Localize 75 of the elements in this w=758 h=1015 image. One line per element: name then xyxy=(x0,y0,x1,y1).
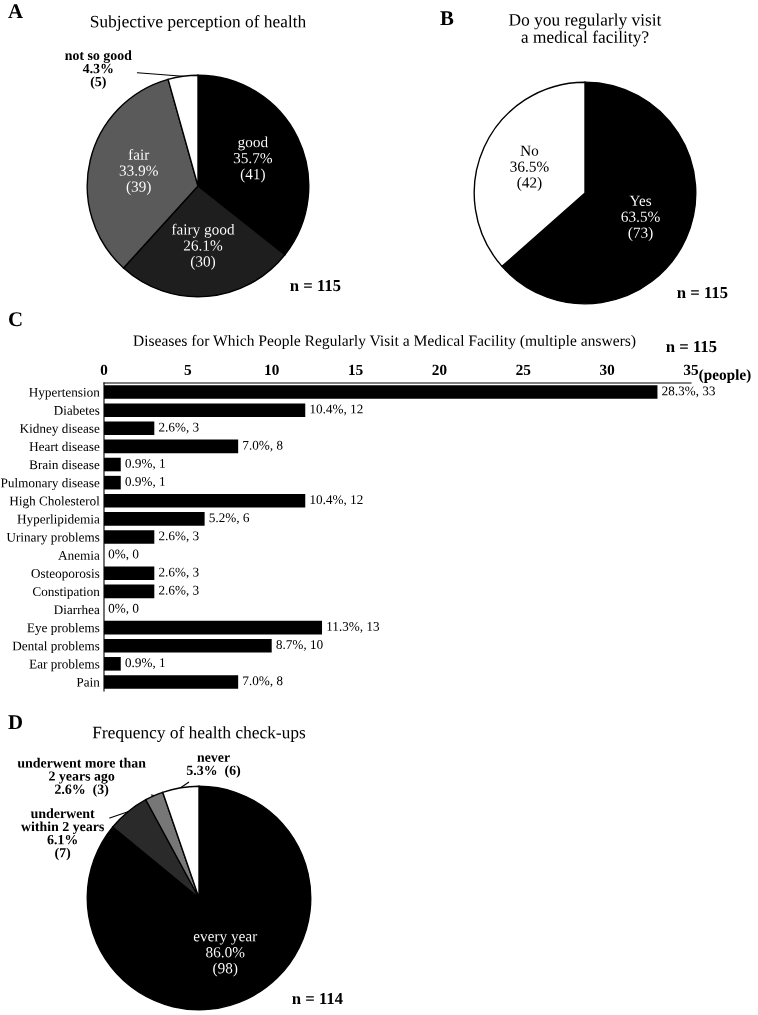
data-label: 2.6%, 3 xyxy=(159,422,199,434)
chart-title: Subjective perception of health xyxy=(90,15,306,31)
data-label: 10.4%, 12 xyxy=(310,495,363,506)
chart-title: Do you regularly visit a medical facility? xyxy=(509,13,662,47)
text: n = 115 xyxy=(677,287,728,299)
x-tick-label: 30 xyxy=(600,364,615,376)
data-label: 2.6%, 3 xyxy=(159,531,199,543)
x-tick-label: 35 xyxy=(683,364,699,376)
y-tick-label: Heart disease xyxy=(29,441,100,452)
y-tick-label: Ear problems xyxy=(29,659,100,672)
chart-title: Frequency of health check-ups xyxy=(92,726,306,742)
data-label: 63.5% (73) xyxy=(621,211,660,241)
text: n = 115 xyxy=(666,341,717,353)
slice-label: fair xyxy=(128,148,150,160)
y-tick-label: Hyperlipidemia xyxy=(17,514,100,527)
slice-label: never xyxy=(197,755,230,762)
y-tick-label: Urinary problems xyxy=(6,532,100,545)
text: A xyxy=(8,4,23,19)
x-tick-label: 10 xyxy=(265,364,279,376)
y-tick-label: Osteoporosis xyxy=(31,569,100,581)
text: B xyxy=(440,11,454,26)
slice-label: every year xyxy=(193,934,258,945)
data-label: 0.9%, 1 xyxy=(125,458,165,470)
slice-label: Yes xyxy=(629,195,652,206)
data-label: 5.3% (6) xyxy=(186,765,241,778)
x-tick-label: 5 xyxy=(184,364,192,376)
y-tick-label: Brain disease xyxy=(29,459,100,470)
data-label: 35.7% (41) xyxy=(233,152,273,183)
y-tick-label: Diarrhea xyxy=(54,604,100,615)
text: D xyxy=(8,715,23,730)
data-label: 2.6%, 3 xyxy=(159,567,199,579)
data-label: 8.7%, 10 xyxy=(276,640,323,651)
text: n = 114 xyxy=(292,993,343,1005)
data-label: 0%, 0 xyxy=(108,603,139,615)
data-label: 0.9%, 1 xyxy=(125,477,165,488)
x-tick-label: 15 xyxy=(349,364,363,376)
y-tick-label: Hypertension xyxy=(29,387,100,400)
data-label: 86.0% (98) xyxy=(206,947,245,977)
data-label: 7.0%, 8 xyxy=(243,440,283,452)
y-tick-label: Pulmonary disease xyxy=(0,478,100,491)
y-tick-label: High Cholesterol xyxy=(9,496,100,509)
chart-title: Diseases for Which People Regularly Visit a Medical Facility (multiple answers) xyxy=(133,334,636,350)
data-label: 0%, 0 xyxy=(108,549,139,561)
y-tick-label: Constipation xyxy=(32,587,100,599)
y-tick-label: Kidney disease xyxy=(19,423,100,436)
slice-label: underwent more than 2 years ago xyxy=(17,757,146,784)
data-label: 28.3%, 33 xyxy=(662,386,715,398)
x-tick-label: 0 xyxy=(100,364,108,376)
text: n = 115 xyxy=(290,280,341,292)
data-label: 10.4%, 12 xyxy=(310,404,363,416)
data-label: 0.9%, 1 xyxy=(125,658,165,670)
data-label: 11.3%, 13 xyxy=(327,621,380,633)
slice-label: underwent within 2 years xyxy=(21,808,104,835)
y-tick-label: Anemia xyxy=(58,550,100,560)
x-axis-title: (people) xyxy=(699,369,751,383)
data-label: 6.1% (7) xyxy=(47,834,77,861)
x-tick-label: 25 xyxy=(516,364,531,376)
data-label: 36.5% (42) xyxy=(510,161,549,191)
slice-label: not so good xyxy=(65,50,132,63)
y-tick-label: Pain xyxy=(76,677,100,687)
y-tick-label: Eye problems xyxy=(27,623,100,636)
x-tick-label: 20 xyxy=(432,364,447,376)
data-label: 7.0%, 8 xyxy=(243,676,283,688)
data-label: 2.6% (3) xyxy=(55,784,109,797)
slice-label: No xyxy=(520,145,539,156)
slice-label: fairy good xyxy=(171,223,235,238)
text: C xyxy=(9,312,22,327)
slice-label: good xyxy=(238,136,268,151)
y-tick-label: Diabetes xyxy=(54,405,100,415)
data-label: 4.3% (5) xyxy=(82,63,113,90)
data-label: 33.9% (39) xyxy=(119,165,158,195)
data-label: 2.6%, 3 xyxy=(159,585,199,597)
data-label: 5.2%, 6 xyxy=(209,513,250,525)
data-label: 26.1% (30) xyxy=(183,240,223,270)
y-tick-label: Dental problems xyxy=(12,641,100,654)
